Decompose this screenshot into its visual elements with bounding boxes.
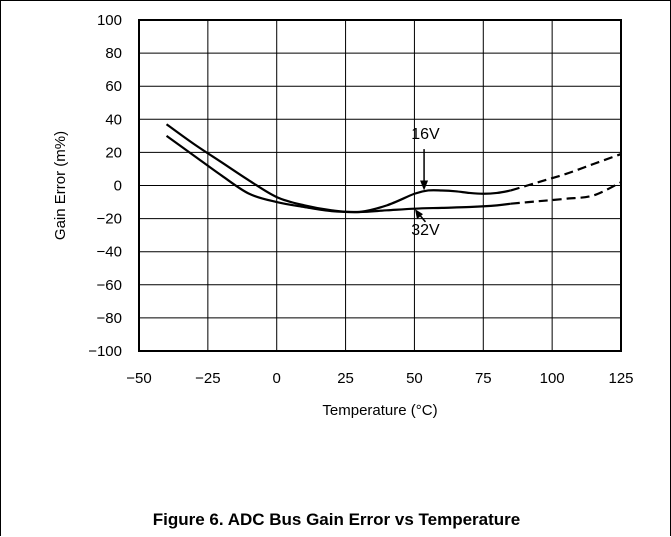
plot-frame (138, 19, 622, 352)
x-tick-label: −50 (126, 370, 151, 387)
y-tick-label: 60 (105, 78, 122, 95)
y-tick-label: −40 (97, 244, 122, 261)
y-tick-label: 100 (97, 12, 122, 29)
annotation-16v-arrowhead (420, 180, 429, 191)
x-tick-labels: −50 −25 0 25 50 75 100 125 (126, 370, 633, 387)
x-tick-label: 50 (406, 370, 423, 387)
y-tick-labels: 100 80 60 40 20 0 −20 −40 −60 −80 −100 (88, 12, 122, 360)
series-line-32v-extrapolated (510, 181, 622, 205)
x-tick-label: 100 (540, 370, 565, 387)
y-tick-label: 0 (114, 178, 122, 195)
x-tick-label: 125 (608, 370, 633, 387)
series-line-16v (165, 123, 512, 214)
y-tick-label: 80 (105, 45, 122, 62)
x-tick-label: 75 (475, 370, 492, 387)
y-tick-label: −80 (97, 310, 122, 327)
y-tick-label: −60 (97, 277, 122, 294)
series-line-32v (165, 134, 511, 214)
y-tick-label: −100 (88, 343, 122, 360)
figure-caption: Figure 6. ADC Bus Gain Error vs Temperat… (152, 510, 521, 529)
grid (138, 19, 622, 352)
annotation-32v: 32V (411, 222, 440, 239)
x-tick-label: −25 (195, 370, 220, 387)
annotation-16v: 16V (411, 126, 440, 143)
y-tick-label: 40 (105, 111, 122, 128)
y-tick-label: 20 (105, 144, 122, 161)
annotation-32v-arrowhead (414, 209, 423, 220)
x-tick-label: 25 (337, 370, 354, 387)
series-line-16v-extrapolated (510, 153, 622, 192)
series-layer (165, 123, 622, 214)
x-axis-label: Temperature (°C) (322, 402, 437, 419)
annotations: 16V 32V (411, 126, 440, 239)
y-tick-label: −20 (97, 211, 122, 228)
x-tick-label: 0 (273, 370, 281, 387)
y-axis-label: Gain Error (m%) (52, 131, 69, 240)
